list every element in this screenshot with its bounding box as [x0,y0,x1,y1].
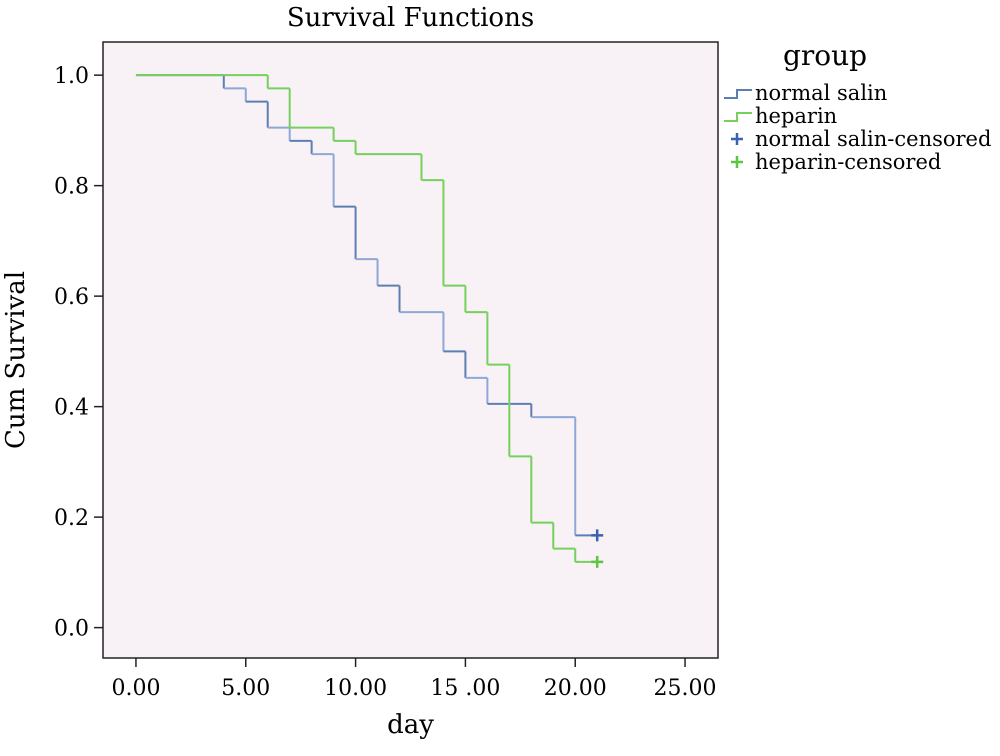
y-tick-label: 1.0 [54,64,89,89]
x-tick-label: 20.00 [544,676,607,701]
x-tick-label: 0.00 [111,676,160,701]
legend-label: normal salin-censored [755,127,991,151]
plot-area [102,41,719,659]
legend-label: heparin [755,104,837,128]
legend-swatch-line [724,89,752,99]
y-tick-label: 0.2 [54,506,89,531]
chart-title: Survival Functions [287,3,534,33]
x-axis-label: day [387,710,434,740]
x-tick-label: 5.00 [221,676,270,701]
x-tick-label: 25.00 [654,676,717,701]
y-tick-label: 0.0 [54,617,89,642]
y-tick-label: 0.8 [54,175,89,200]
x-tick-label: 10.00 [324,676,387,701]
x-tick-label: 15 .00 [430,676,500,701]
legend-label: heparin-censored [755,150,941,174]
legend-swatch-line [724,112,752,122]
legend-label: normal salin [755,81,887,105]
y-tick-label: 0.6 [54,285,89,310]
legend-title: group [783,39,867,72]
y-tick-label: 0.4 [54,396,89,421]
y-axis-label: Cum Survival [1,271,31,449]
